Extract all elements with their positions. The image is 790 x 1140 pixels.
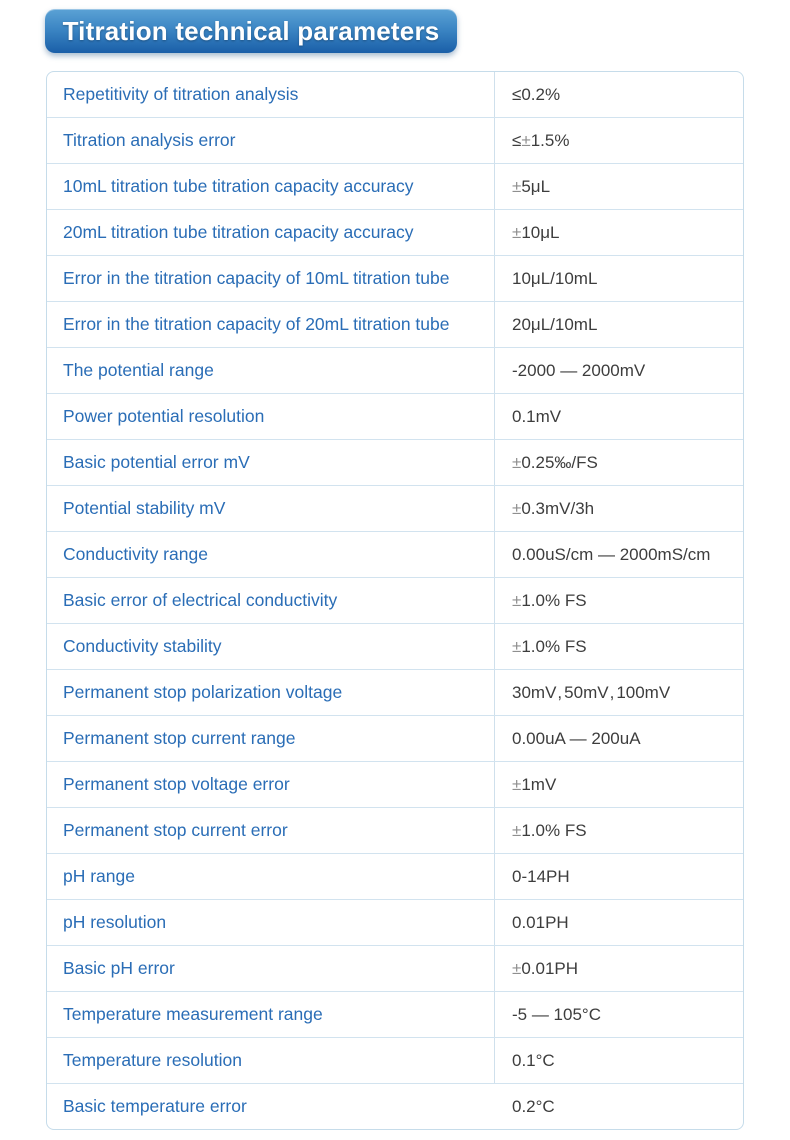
table-row: Basic potential error mV ±0.25‰/FS	[47, 440, 743, 486]
param-value: 0.1°C	[512, 1050, 555, 1070]
param-value: ≤ ±1.5%	[512, 130, 570, 150]
param-label: Basic error of electrical conductivity	[47, 578, 495, 623]
param-label: Basic potential error mV	[47, 440, 495, 485]
table-row: pH range 0-14PH	[47, 854, 743, 900]
param-value: 0.2°C	[512, 1096, 555, 1116]
param-label: Permanent stop current error	[47, 808, 495, 853]
param-label: pH range	[47, 854, 495, 899]
param-label: Permanent stop current range	[47, 716, 495, 761]
param-label: Titration analysis error	[47, 118, 495, 163]
table-row: 20mL titration tube titration capacity a…	[47, 210, 743, 256]
param-label: Temperature resolution	[47, 1038, 495, 1083]
table-row: Conductivity stability ±1.0% FS	[47, 624, 743, 670]
table-row: Temperature measurement range -5 — 105°C	[47, 992, 743, 1038]
table-row: Potential stability mV ±0.3mV/3h	[47, 486, 743, 532]
param-label: The potential range	[47, 348, 495, 393]
param-value: 0.01PH	[512, 912, 569, 932]
param-value: ±1.0% FS	[512, 820, 587, 840]
param-label: Conductivity range	[47, 532, 495, 577]
param-value: ±1.0% FS	[512, 636, 587, 656]
table-row: Repetitivity of titration analysis ≤0.2%	[47, 72, 743, 118]
table-row: 10mL titration tube titration capacity a…	[47, 164, 743, 210]
param-label: Repetitivity of titration analysis	[47, 72, 495, 117]
param-value: 0.00uS/cm — 2000mS/cm	[512, 544, 711, 564]
table-row: Basic error of electrical conductivity ±1…	[47, 578, 743, 624]
table-row: Temperature resolution 0.1°C	[47, 1038, 743, 1084]
param-value: ±0.3mV/3h	[512, 498, 595, 518]
param-value: 0.1mV	[512, 406, 562, 426]
param-value: 20μL/10mL	[512, 314, 598, 334]
param-label: Permanent stop polarization voltage	[47, 670, 495, 715]
param-label: Permanent stop voltage error	[47, 762, 495, 807]
param-value: ±10μL	[512, 222, 560, 242]
table-row: Titration analysis error ≤ ±1.5%	[47, 118, 743, 164]
table-row: Conductivity range 0.00uS/cm — 2000mS/cm	[47, 532, 743, 578]
table-row: pH resolution 0.01PH	[47, 900, 743, 946]
param-label: Error in the titration capacity of 10mL …	[47, 256, 495, 301]
param-label: pH resolution	[47, 900, 495, 945]
param-label: Potential stability mV	[47, 486, 495, 531]
table-row: Permanent stop current range 0.00uA — 200…	[47, 716, 743, 762]
param-label: 10mL titration tube titration capacity a…	[47, 164, 495, 209]
param-label: Temperature measurement range	[47, 992, 495, 1037]
param-label: Error in the titration capacity of 20mL …	[47, 302, 495, 347]
table-row: Permanent stop polarization voltage 30mV,…	[47, 670, 743, 716]
param-value: ≤0.2%	[512, 84, 561, 104]
table-row: Power potential resolution 0.1mV	[47, 394, 743, 440]
page-title: Titration technical parameters	[62, 15, 440, 46]
param-value: 30mV, 50mV, 100mV	[512, 682, 671, 702]
table-row: Permanent stop voltage error ±1mV	[47, 762, 743, 808]
table-row: Basic pH error ±0.01PH	[47, 946, 743, 992]
param-value: ±1.0% FS	[512, 590, 587, 610]
param-label: Basic temperature error	[63, 1096, 247, 1116]
parameters-table: Repetitivity of titration analysis ≤0.2% T…	[46, 71, 744, 1130]
table-row: Basic temperature error 0.2°C	[47, 1084, 743, 1129]
param-value: 0-14PH	[512, 866, 570, 886]
param-value: 10μL/10mL	[512, 268, 598, 288]
table-row: Permanent stop current error ±1.0% FS	[47, 808, 743, 854]
param-value: -5 — 105°C	[512, 1004, 602, 1024]
param-label: 20mL titration tube titration capacity a…	[47, 210, 495, 255]
table-row: The potential range -2000 — 2000mV	[47, 348, 743, 394]
param-value: -2000 — 2000mV	[512, 360, 646, 380]
param-value: ±5μL	[512, 176, 551, 196]
param-label: Conductivity stability	[47, 624, 495, 669]
param-label: Power potential resolution	[47, 394, 495, 439]
table-row: Error in the titration capacity of 20mL …	[47, 302, 743, 348]
param-value: ±0.01PH	[512, 958, 579, 978]
param-label: Basic pH error	[47, 946, 495, 991]
param-value: ±1mV	[512, 774, 557, 794]
table-row: Error in the titration capacity of 10mL …	[47, 256, 743, 302]
param-value: ±0.25‰/FS	[512, 452, 598, 472]
param-value: 0.00uA — 200uA	[512, 728, 641, 748]
title-banner: Titration technical parameters	[45, 9, 457, 53]
